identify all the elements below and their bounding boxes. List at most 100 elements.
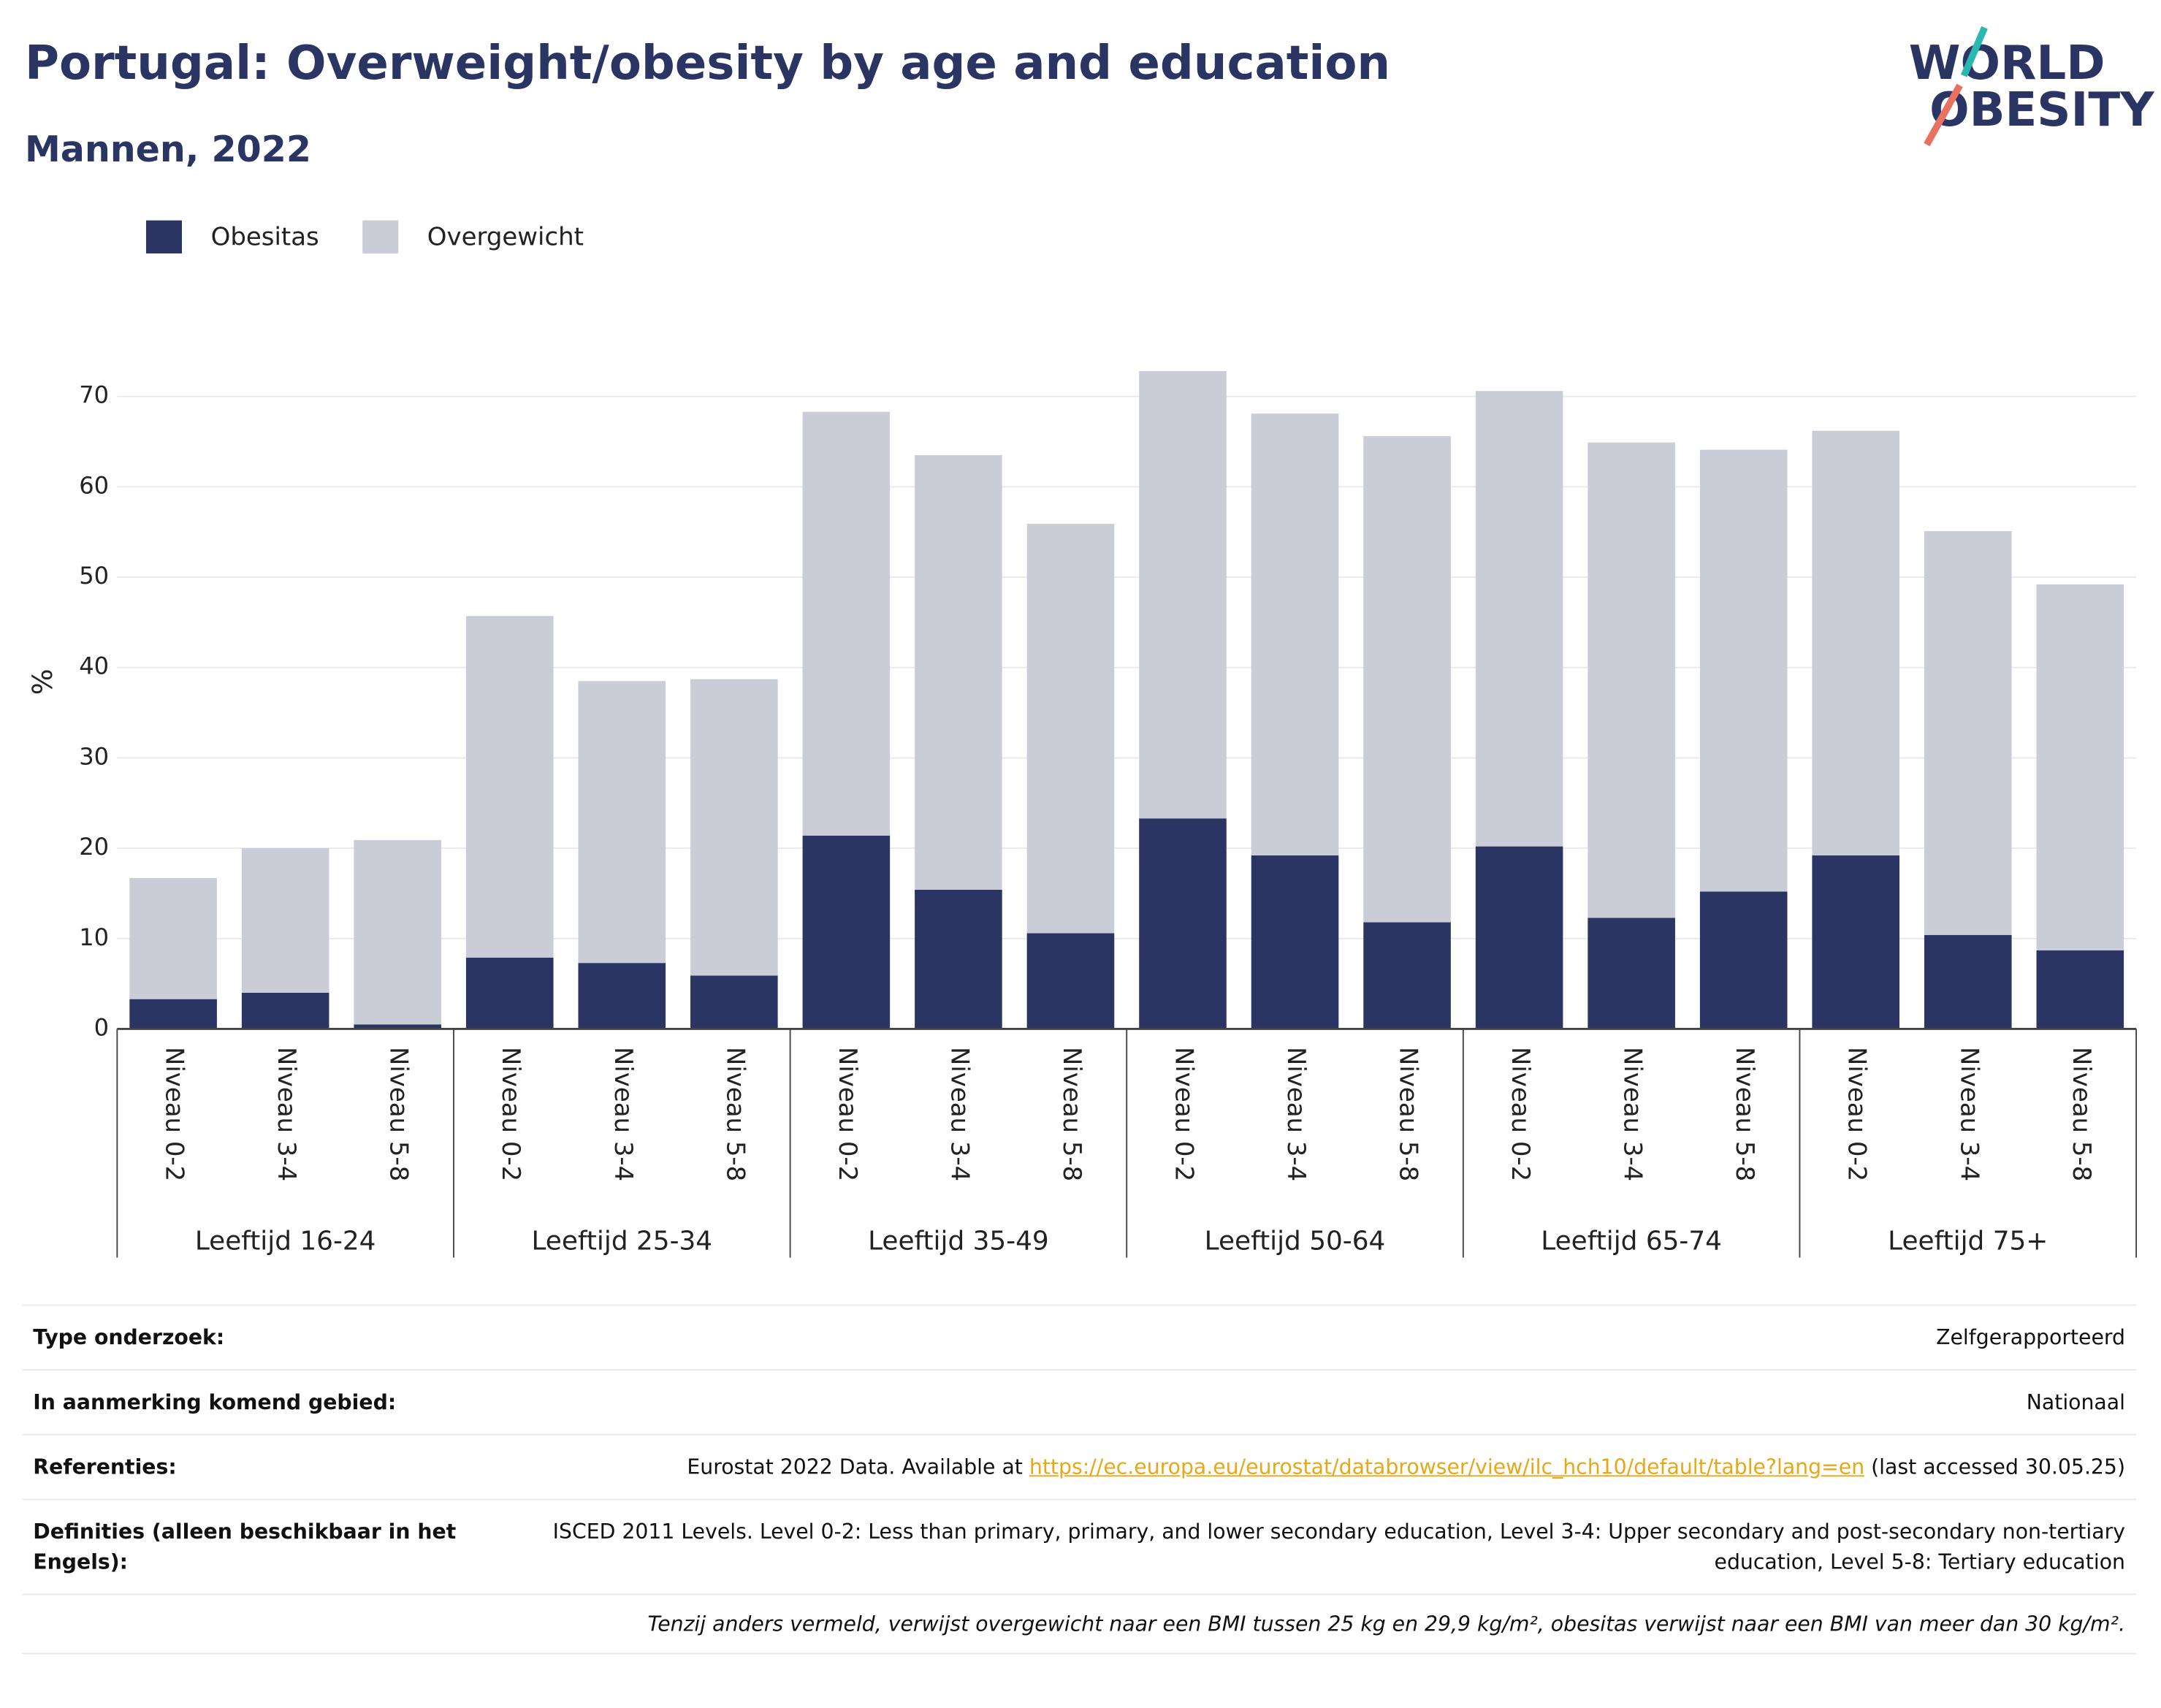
group-label: Leeftijd 25-34 xyxy=(531,1227,712,1257)
y-tick-label: 20 xyxy=(79,833,109,861)
group-label: Leeftijd 16-24 xyxy=(195,1227,376,1257)
bar-segment xyxy=(1812,855,1900,1029)
chart-title: Portugal: Overweight/obesity by age and … xyxy=(25,36,1390,91)
logo-text: OBESITY xyxy=(1929,83,2155,137)
chart: Portugal: Overweight/obesity by age and … xyxy=(25,26,2155,1258)
x-tick-label: Niveau 5-8 xyxy=(720,1047,750,1181)
x-tick-label: Niveau 5-8 xyxy=(2067,1047,2096,1181)
bar-segment xyxy=(690,975,778,1029)
bar-segment xyxy=(578,681,666,964)
y-tick-label: 30 xyxy=(79,742,109,770)
legend-swatch xyxy=(362,220,399,253)
bar-segment xyxy=(1475,391,1563,847)
table-row: In aanmerking komend gebied: Nationaal xyxy=(22,1369,2137,1434)
reference-link[interactable]: https://ec.europa.eu/eurostat/databrowse… xyxy=(1029,1455,1865,1480)
logo-text: WORLD xyxy=(1909,36,2105,91)
bar-segment xyxy=(2036,950,2124,1029)
bar-segment xyxy=(1699,891,1788,1029)
legend-label: Overgewicht xyxy=(427,223,584,252)
bar-segment xyxy=(2036,584,2124,950)
bar-segment xyxy=(1924,934,2012,1029)
bar-segment xyxy=(354,1024,441,1029)
table-row: Definities (alleen beschikbaar in het En… xyxy=(22,1498,2137,1593)
bar-segment xyxy=(1251,855,1339,1029)
bar-segment xyxy=(1699,449,1788,892)
x-tick-label: Niveau 5-8 xyxy=(1394,1047,1423,1181)
bar-segment xyxy=(1588,442,1675,918)
y-tick-label: 10 xyxy=(79,923,109,951)
bar-segment xyxy=(1475,846,1563,1029)
bar-segment xyxy=(354,839,441,1025)
footnote: Tenzij anders vermeld, verwijst overgewi… xyxy=(22,1593,2137,1655)
bar-segment xyxy=(1363,922,1451,1029)
legend-label: Obesitas xyxy=(211,223,319,252)
row-value: Zelfgerapporteerd xyxy=(488,1322,2125,1352)
bar-segment xyxy=(1026,524,1115,934)
bar-segment xyxy=(915,889,1002,1029)
y-tick-label: 0 xyxy=(94,1013,109,1041)
x-tick-label: Niveau 0-2 xyxy=(1169,1047,1198,1181)
bar-segment xyxy=(465,957,554,1029)
logo-slash xyxy=(1924,83,1963,147)
x-tick-label: Niveau 3-4 xyxy=(1281,1047,1311,1181)
x-tick-label: Niveau 0-2 xyxy=(496,1047,525,1181)
bar-segment xyxy=(129,999,217,1029)
x-tick-label: Niveau 3-4 xyxy=(1618,1047,1647,1181)
value-text: Eurostat 2022 Data. Available at xyxy=(687,1455,1029,1480)
x-tick-label: Niveau 0-2 xyxy=(833,1047,862,1181)
x-tick-label: Niveau 3-4 xyxy=(1954,1047,1983,1181)
value-text: Zelfgerapporteerd xyxy=(1936,1324,2125,1350)
bar-segment xyxy=(241,848,329,993)
bar-segment xyxy=(1139,371,1227,819)
bar-segment xyxy=(1812,430,1900,855)
row-label: In aanmerking komend gebied: xyxy=(33,1389,397,1415)
group-label: Leeftijd 50-64 xyxy=(1205,1227,1386,1257)
bar-segment xyxy=(129,877,217,999)
bar-segment xyxy=(1363,436,1451,923)
row-value: ISCED 2011 Levels. Level 0-2: Less than … xyxy=(488,1517,2125,1577)
table-row: Type onderzoek: Zelfgerapporteerd xyxy=(22,1304,2137,1370)
y-axis-label: % xyxy=(26,668,58,695)
group-label: Leeftijd 65-74 xyxy=(1541,1227,1722,1257)
bar-segment xyxy=(915,455,1002,890)
logo-slash xyxy=(1960,26,1988,77)
x-tick-label: Niveau 5-8 xyxy=(1057,1047,1086,1181)
x-tick-label: Niveau 3-4 xyxy=(609,1047,638,1181)
bar-segment xyxy=(690,679,778,976)
y-tick-label: 70 xyxy=(79,381,109,409)
chart-subtitle: Mannen, 2022 xyxy=(25,128,311,170)
legend-swatch xyxy=(145,220,183,253)
table-row: Referenties: Eurostat 2022 Data. Availabl… xyxy=(22,1433,2137,1499)
bar-segment xyxy=(1026,933,1115,1029)
row-value: Nationaal xyxy=(488,1387,2125,1417)
x-tick-label: Niveau 3-4 xyxy=(945,1047,974,1181)
bar-segment xyxy=(241,992,329,1029)
bar-segment xyxy=(802,411,891,836)
value-text: Nationaal xyxy=(2026,1389,2125,1415)
row-label: Definities (alleen beschikbaar in het En… xyxy=(33,1519,457,1575)
bar-segment xyxy=(1924,530,2012,935)
bar-segment xyxy=(1251,413,1339,855)
group-label: Leeftijd 35-49 xyxy=(868,1227,1049,1257)
bar-segment xyxy=(465,616,554,958)
x-tick-label: Niveau 0-2 xyxy=(1506,1047,1535,1181)
x-tick-label: Niveau 0-2 xyxy=(1842,1047,1872,1181)
x-tick-label: Niveau 0-2 xyxy=(160,1047,189,1181)
value-text: ISCED 2011 Levels. Level 0-2: Less than … xyxy=(552,1519,2125,1575)
bar-segment xyxy=(802,835,891,1029)
group-label: Leeftijd 75+ xyxy=(1888,1227,2048,1257)
info-table: Type onderzoek: Zelfgerapporteerd In aanme… xyxy=(22,1304,2137,1655)
bar-segment xyxy=(1139,818,1227,1029)
row-label: Referenties: xyxy=(33,1455,177,1480)
row-value: Eurostat 2022 Data. Available at https:/… xyxy=(488,1452,2125,1482)
x-tick-label: Niveau 5-8 xyxy=(384,1047,413,1181)
y-tick-label: 60 xyxy=(79,471,109,499)
x-tick-label: Niveau 5-8 xyxy=(1730,1047,1759,1181)
row-label: Type onderzoek: xyxy=(33,1324,225,1350)
value-text: (last accessed 30.05.25) xyxy=(1864,1455,2125,1480)
x-tick-label: Niveau 3-4 xyxy=(272,1047,301,1181)
y-tick-label: 50 xyxy=(79,562,109,590)
y-tick-label: 40 xyxy=(79,652,109,680)
